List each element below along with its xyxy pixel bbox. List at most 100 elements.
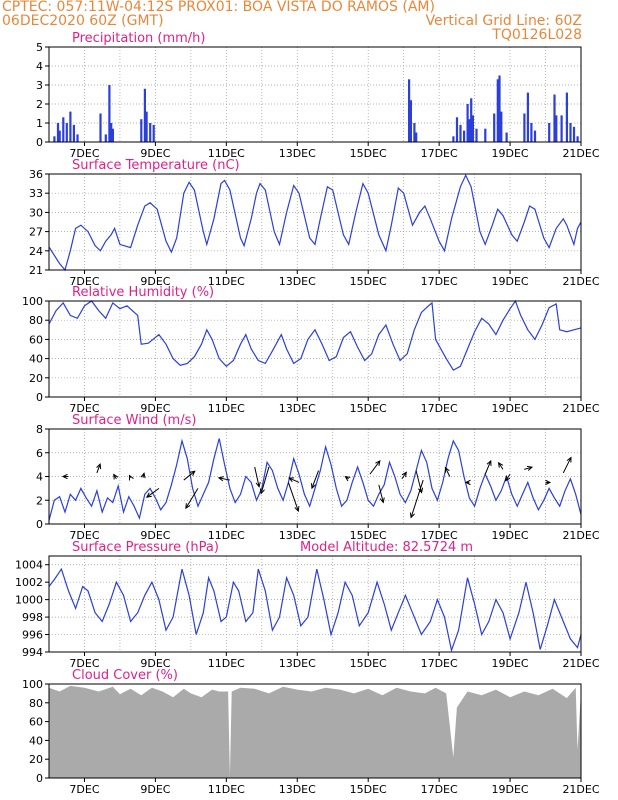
precip-bar bbox=[505, 132, 508, 142]
wind-arrow-head bbox=[375, 460, 381, 466]
precip-bar bbox=[76, 134, 79, 142]
precip-bar bbox=[413, 123, 416, 142]
y-tick-label: 996 bbox=[22, 629, 43, 642]
precip-bar bbox=[72, 124, 75, 142]
series-line bbox=[48, 173, 582, 272]
series-line bbox=[48, 567, 582, 653]
y-tick-label: 0 bbox=[36, 772, 43, 785]
panel-4: Surface Wind (m/s) 0 2 4 6 8 7DEC 9DEC 11DEC 13DE… bbox=[36, 413, 600, 542]
x-tick-label: 7DEC bbox=[69, 529, 99, 542]
precip-bar bbox=[69, 111, 72, 142]
precip-bar bbox=[553, 94, 556, 142]
wind-arrow-head bbox=[61, 473, 68, 480]
wind-arrow bbox=[344, 476, 351, 482]
y-tick-label: 994 bbox=[22, 646, 43, 659]
y-tick-label: 36 bbox=[29, 168, 43, 181]
wind-arrow bbox=[415, 470, 424, 494]
wind-arrow-head bbox=[128, 474, 134, 481]
wind-arrow bbox=[378, 484, 385, 504]
wind-arrow bbox=[254, 466, 261, 488]
panel-title: Precipitation (mm/h) bbox=[72, 31, 205, 46]
x-tick-label: 15DEC bbox=[350, 783, 387, 796]
x-tick-label: 11DEC bbox=[208, 657, 245, 670]
x-tick-label: 11DEC bbox=[208, 402, 245, 415]
precip-bar bbox=[408, 79, 411, 142]
wind-arrow bbox=[497, 461, 504, 470]
wind-arrow-head bbox=[140, 472, 146, 479]
panel-title: Relative Humidity (%) bbox=[72, 285, 214, 300]
wind-arrow bbox=[183, 470, 196, 481]
wind-arrow-head bbox=[526, 465, 534, 471]
wind-arrow-head bbox=[566, 456, 572, 463]
wind-arrow-head bbox=[288, 477, 295, 483]
wind-arrow-shaft bbox=[410, 479, 424, 518]
x-tick-label: 21DEC bbox=[562, 275, 599, 288]
precip-bar bbox=[53, 136, 56, 142]
wind-arrow-shaft bbox=[96, 463, 101, 474]
x-tick-label: 9DEC bbox=[140, 529, 170, 542]
precip-bar bbox=[65, 123, 68, 142]
wind-arrow-shaft bbox=[498, 462, 504, 470]
x-tick-label: 13DEC bbox=[279, 402, 316, 415]
wind-arrow-head bbox=[505, 475, 511, 482]
wind-arrow-shaft bbox=[378, 484, 384, 503]
wind-arrow-shaft bbox=[288, 477, 300, 483]
wind-arrow-shaft bbox=[444, 467, 451, 477]
wind-arrow bbox=[128, 474, 134, 481]
panel-3: Relative Humidity (%) 0 20 40 60 80 100 7DEC 9DE… bbox=[22, 285, 600, 415]
precip-bar bbox=[475, 128, 478, 142]
precip-bar bbox=[523, 113, 526, 142]
wind-arrow bbox=[185, 488, 199, 510]
wind-arrow bbox=[369, 460, 381, 475]
y-tick-label: 60 bbox=[29, 333, 43, 346]
x-tick-label: 15DEC bbox=[350, 147, 387, 160]
x-tick-label: 15DEC bbox=[350, 275, 387, 288]
x-tick-label: 11DEC bbox=[208, 529, 245, 542]
wind-arrow-shaft bbox=[218, 477, 230, 481]
series-line bbox=[48, 299, 582, 371]
y-tick-label: 5 bbox=[36, 41, 43, 54]
wind-arrow-shaft bbox=[146, 487, 160, 498]
panel-title: Cloud Cover (%) bbox=[72, 668, 178, 683]
wind-arrow-head bbox=[259, 488, 265, 495]
x-tick-label: 13DEC bbox=[279, 783, 316, 796]
x-tick-label: 13DEC bbox=[279, 529, 316, 542]
y-tick-label: 80 bbox=[29, 697, 43, 710]
y-tick-label: 1 bbox=[36, 117, 43, 130]
y-tick-label: 30 bbox=[29, 206, 43, 219]
precip-bar bbox=[58, 130, 61, 142]
precip-bar bbox=[484, 128, 487, 142]
x-tick-label: 17DEC bbox=[421, 529, 458, 542]
precip-bar bbox=[110, 123, 113, 142]
x-tick-label: 19DEC bbox=[492, 275, 529, 288]
precip-bar bbox=[555, 115, 558, 142]
precip-bar bbox=[463, 130, 466, 142]
precip-bar bbox=[470, 98, 473, 142]
panel-frame bbox=[48, 173, 582, 271]
y-tick-label: 20 bbox=[29, 372, 43, 385]
wind-arrow bbox=[96, 463, 102, 474]
x-tick-label: 7DEC bbox=[69, 783, 99, 796]
wind-arrow bbox=[444, 466, 451, 477]
wind-arrow-shaft bbox=[185, 488, 199, 509]
precip-bar bbox=[149, 123, 152, 142]
x-tick-label: 21DEC bbox=[562, 783, 599, 796]
x-tick-label: 13DEC bbox=[279, 275, 316, 288]
precip-bar bbox=[576, 136, 579, 142]
panel-title: Surface Pressure (hPa) bbox=[72, 540, 219, 555]
x-tick-label: 9DEC bbox=[140, 147, 170, 160]
x-tick-label: 17DEC bbox=[421, 657, 458, 670]
wind-arrow bbox=[310, 470, 320, 490]
header-date: 06DEC2020 60Z (GMT) bbox=[2, 13, 164, 29]
x-tick-label: 7DEC bbox=[69, 147, 99, 160]
x-tick-label: 19DEC bbox=[492, 402, 529, 415]
y-tick-label: 998 bbox=[22, 611, 43, 624]
precip-bar bbox=[409, 100, 412, 142]
y-tick-label: 60 bbox=[29, 716, 43, 729]
wind-arrow-head bbox=[464, 479, 471, 486]
wind-arrow-head bbox=[497, 461, 504, 468]
precip-bar bbox=[108, 85, 111, 142]
wind-arrow bbox=[505, 473, 511, 482]
y-tick-label: 40 bbox=[29, 353, 43, 366]
wind-arrow-head bbox=[545, 479, 552, 486]
